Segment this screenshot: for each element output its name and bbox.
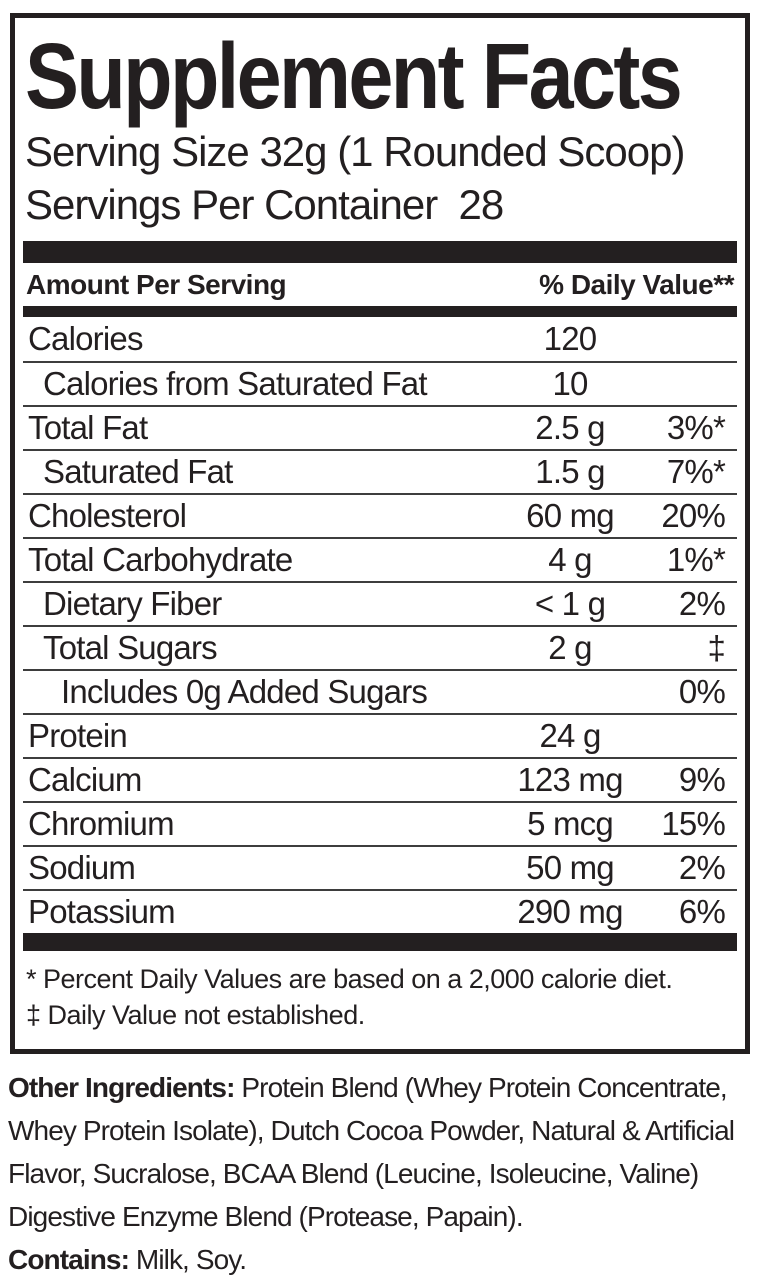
nutrient-name: Calories: [28, 320, 143, 357]
nutrient-amount: 290 mg: [517, 893, 623, 930]
table-row: Calories from Saturated Fat 10: [23, 361, 737, 405]
nutrient-name: Potassium: [28, 893, 176, 930]
table-row: Protein 24 g: [23, 713, 737, 757]
footnote-daily-values: * Percent Daily Values are based on a 2,…: [26, 964, 673, 994]
nutrient-daily-value: ‡: [707, 629, 725, 666]
nutrient-daily-value: 2%: [678, 585, 726, 622]
serving-size-line: Serving Size 32g (1 Rounded Scoop): [25, 128, 685, 175]
nutrient-amount: 60 mg: [526, 497, 615, 534]
nutrient-amount: 1.5 g: [535, 453, 605, 490]
other-ingredients-section: Other Ingredients: Protein Blend (Whey P…: [8, 1066, 758, 1238]
nutrient-daily-value: 15%: [661, 805, 725, 842]
table-row: Saturated Fat 1.5 g 7%*: [23, 449, 737, 493]
nutrient-amount: 24 g: [539, 717, 601, 754]
table-row: Calcium 123 mg 9%: [23, 757, 737, 801]
table-row: Dietary Fiber < 1 g 2%: [23, 581, 737, 625]
column-header-row: Amount Per Serving % Daily Value**: [23, 263, 737, 306]
table-row: Cholesterol 60 mg 20%: [23, 493, 737, 537]
nutrient-name: Protein: [28, 717, 128, 754]
amount-per-serving-header: Amount Per Serving: [26, 268, 287, 300]
other-ingredients-text: Protein Blend (Whey Protein Concentrate,…: [8, 1072, 735, 1232]
contains-section: Contains: Milk, Soy.: [8, 1238, 758, 1281]
nutrient-daily-value: 1%*: [666, 541, 726, 578]
nutrient-daily-value: 2%: [678, 849, 726, 886]
nutrient-name: Cholesterol: [28, 497, 187, 534]
other-ingredients-label: Other Ingredients:: [8, 1072, 235, 1103]
nutrient-daily-value: 7%*: [666, 453, 726, 490]
contains-text: Milk, Soy.: [129, 1244, 247, 1275]
nutrient-amount: 120: [543, 320, 597, 357]
footnote-not-established: ‡ Daily Value not established.: [26, 1000, 365, 1030]
nutrient-amount: 4 g: [548, 541, 592, 578]
panel-title: Supplement Facts: [25, 24, 683, 128]
nutrient-amount: 2 g: [548, 629, 592, 666]
nutrient-name: Chromium: [28, 805, 175, 842]
separator-bar-header: [23, 306, 737, 317]
nutrient-amount: 50 mg: [526, 849, 615, 886]
table-row: Calories 120: [23, 317, 737, 361]
nutrient-daily-value: 6%: [678, 893, 726, 930]
nutrient-amount: 5 mcg: [527, 805, 614, 842]
nutrient-name: Dietary Fiber: [43, 585, 222, 622]
daily-value-header: % Daily Value**: [539, 268, 734, 300]
table-row: Potassium 290 mg 6%: [23, 889, 737, 933]
separator-bar-bottom: [23, 933, 737, 951]
nutrient-amount: 2.5 g: [535, 409, 605, 446]
table-row: Total Carbohydrate 4 g 1%*: [23, 537, 737, 581]
nutrient-daily-value: 3%*: [666, 409, 726, 446]
nutrient-daily-value: 20%: [661, 497, 725, 534]
nutrient-daily-value: 0%: [678, 673, 726, 710]
nutrient-name: Sodium: [28, 849, 136, 886]
nutrient-daily-value: 9%: [678, 761, 726, 798]
table-row: Sodium 50 mg 2%: [23, 845, 737, 889]
separator-bar-top: [23, 241, 737, 263]
nutrient-name: Includes 0g Added Sugars: [61, 673, 428, 710]
servings-per-container-line: Servings Per Container 28: [25, 181, 504, 228]
nutrient-name: Total Carbohydrate: [28, 541, 293, 578]
contains-label: Contains:: [8, 1244, 130, 1275]
footnotes: * Percent Daily Values are based on a 2,…: [23, 951, 737, 1049]
nutrient-amount: 10: [552, 365, 588, 402]
nutrient-amount: < 1 g: [534, 585, 606, 622]
table-row: Total Sugars 2 g ‡: [23, 625, 737, 669]
nutrient-name: Calcium: [28, 761, 142, 798]
nutrient-name: Calories from Saturated Fat: [43, 365, 428, 402]
table-row: Chromium 5 mcg 15%: [23, 801, 737, 845]
nutrient-name: Saturated Fat: [43, 453, 233, 490]
nutrient-amount: 123 mg: [517, 761, 623, 798]
nutrient-name: Total Fat: [28, 409, 148, 446]
supplement-facts-panel: Supplement Facts Serving Size 32g (1 Rou…: [10, 13, 750, 1054]
nutrient-name: Total Sugars: [43, 629, 218, 666]
nutrient-table: Calories 120 Calories from Saturated Fat 10…: [23, 317, 737, 933]
table-row: Total Fat 2.5 g 3%*: [23, 405, 737, 449]
table-row: Includes 0g Added Sugars 0%: [23, 669, 737, 713]
